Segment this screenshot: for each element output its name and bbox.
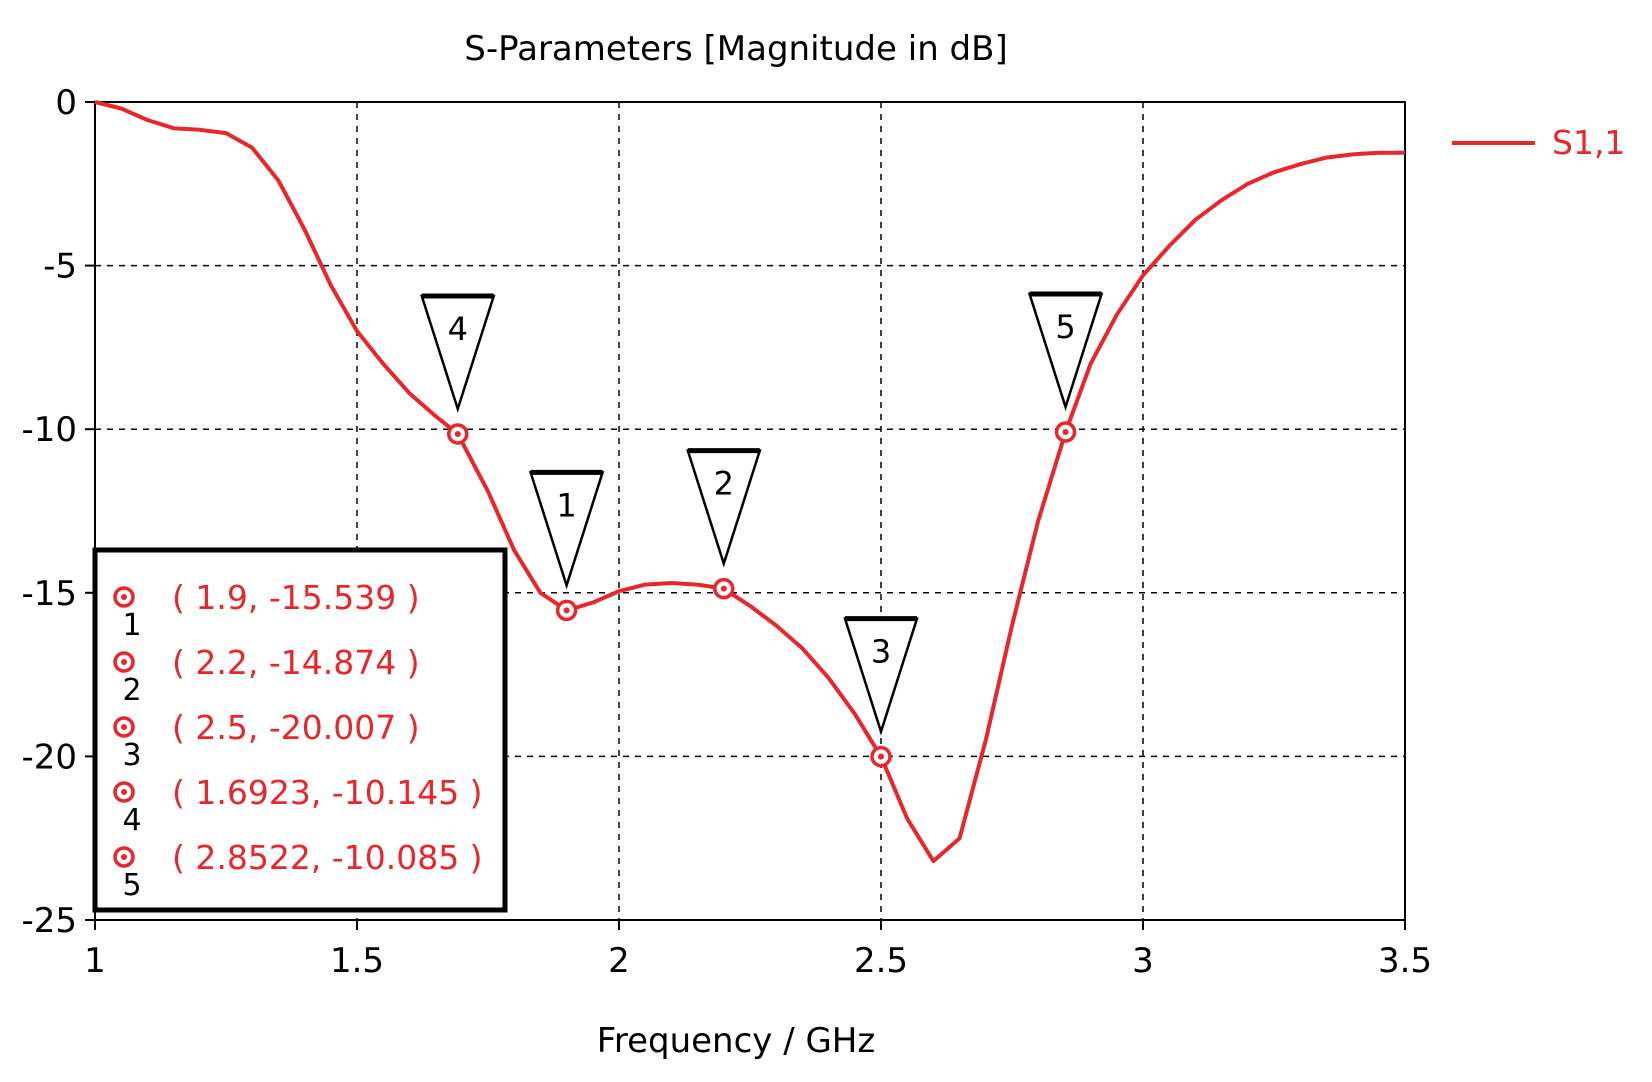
- readout-row-2: 2 ( 2.2, -14.874 ): [113, 643, 420, 708]
- y-tick-label: -10: [21, 410, 77, 450]
- y-tick-label: -25: [21, 901, 77, 941]
- readout-value: ( 1.6923, -10.145 ): [172, 773, 483, 812]
- x-axis-label: Frequency / GHz: [597, 1021, 875, 1061]
- readout-value: ( 2.5, -20.007 ): [172, 708, 420, 747]
- marker-2: 2: [686, 448, 762, 600]
- plot-frame: [94, 101, 1406, 921]
- series-line-s11: [94, 100, 1405, 864]
- readout-marker-icon-center: [121, 789, 127, 795]
- marker-5: 5: [1027, 291, 1104, 443]
- x-tick-label: 3.5: [1378, 941, 1432, 981]
- marker-flag-label: 3: [871, 633, 891, 671]
- legend-label: S1,1: [1552, 123, 1625, 162]
- series-layer: [94, 100, 1405, 864]
- y-tick-label: -20: [21, 737, 77, 777]
- readout-value: ( 1.9, -15.539 ): [172, 578, 420, 617]
- marker-point-center: [1062, 428, 1069, 435]
- marker-flag-label: 5: [1055, 308, 1075, 346]
- readout-marker-id: 4: [122, 803, 141, 838]
- y-tick-label: -15: [21, 574, 77, 614]
- readout-value: ( 2.2, -14.874 ): [172, 643, 420, 682]
- x-tick-label: 2: [608, 941, 630, 981]
- readout-marker-icon-center: [121, 659, 127, 665]
- readout-row-5: 5 ( 2.8522, -10.085 ): [113, 838, 483, 903]
- marker-flag-label: 2: [714, 465, 734, 503]
- readout-marker-icon-center: [121, 594, 127, 600]
- y-tick-label: -5: [43, 247, 77, 287]
- marker-readout-box: 1 ( 1.9, -15.539 ) 2 ( 2.2, -14.874 ) 3 ( 2.5…: [92, 547, 508, 913]
- readout-marker-icon-center: [121, 854, 127, 860]
- marker-3: 3: [843, 616, 919, 768]
- readout-row-4: 4 ( 1.6923, -10.145 ): [113, 773, 483, 838]
- marker-point-center: [878, 753, 884, 760]
- marker-4: 4: [420, 293, 496, 445]
- marker-point-center: [454, 430, 461, 437]
- readout-marker-id: 2: [122, 673, 141, 708]
- marker-layer: 1 2 3 4 5: [420, 291, 1104, 768]
- y-tick-label: 0: [55, 83, 77, 123]
- x-tick-label: 2.5: [854, 941, 908, 981]
- x-tick-label: 1: [84, 941, 106, 981]
- legend: S1,1: [1452, 123, 1625, 162]
- readout-row-1: 1 ( 1.9, -15.539 ): [113, 578, 420, 643]
- marker-point-center: [563, 607, 570, 614]
- readout-value: ( 2.8522, -10.085 ): [172, 838, 483, 877]
- readout-frame: [92, 547, 508, 913]
- readout-marker-id: 1: [122, 608, 141, 643]
- axis-ticks: 1 1.5 2 2.5 3 3.5 0 -5 -10 -15 -20 -25: [21, 83, 1432, 981]
- x-tick-label: 1.5: [330, 941, 384, 981]
- chart-title: S-Parameters [Magnitude in dB]: [464, 29, 1007, 69]
- readout-marker-icon-center: [121, 724, 127, 730]
- readout-marker-id: 5: [122, 868, 141, 903]
- readout-row-3: 3 ( 2.5, -20.007 ): [113, 708, 420, 773]
- marker-point-center: [720, 585, 727, 592]
- readout-marker-id: 3: [122, 738, 141, 773]
- marker-flag-label: 1: [556, 486, 576, 524]
- marker-1: 1: [528, 469, 605, 622]
- x-tick-label: 3: [1132, 941, 1154, 981]
- marker-flag-label: 4: [448, 310, 468, 348]
